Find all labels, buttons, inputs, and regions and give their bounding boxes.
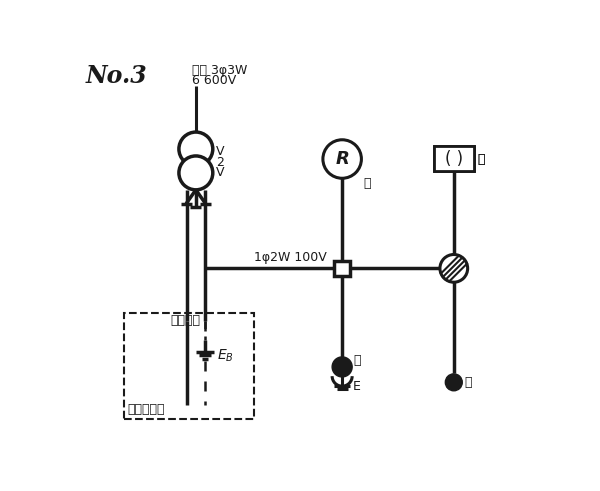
- Text: 2: 2: [216, 156, 224, 168]
- Bar: [434, 146, 474, 171]
- Text: ( ): ( ): [445, 150, 463, 168]
- Bar: [434, 146, 474, 171]
- Text: V: V: [216, 166, 224, 179]
- Text: ロ: ロ: [354, 355, 361, 367]
- Text: イ: イ: [464, 376, 472, 389]
- Circle shape: [323, 140, 361, 178]
- Text: 他の負荷へ: 他の負荷へ: [127, 403, 165, 416]
- Text: $E_B$: $E_B$: [217, 347, 233, 363]
- Circle shape: [179, 132, 213, 166]
- Text: 電源 3φ3W: 電源 3φ3W: [192, 64, 247, 77]
- Text: 1φ2W 100V: 1φ2W 100V: [254, 251, 326, 264]
- Circle shape: [179, 156, 213, 190]
- Text: 施工省略: 施工省略: [170, 314, 200, 327]
- Circle shape: [332, 357, 352, 377]
- Text: ロ: ロ: [477, 153, 484, 165]
- Text: R: R: [335, 150, 349, 168]
- Circle shape: [440, 254, 467, 282]
- Bar: [334, 261, 350, 276]
- Text: V: V: [216, 145, 224, 158]
- Text: イ: イ: [364, 177, 371, 190]
- Text: 6 600V: 6 600V: [192, 74, 236, 87]
- Text: E: E: [353, 380, 361, 393]
- Text: ( ): ( ): [445, 150, 463, 168]
- Text: ロ: ロ: [477, 153, 484, 165]
- Bar: [124, 313, 254, 419]
- Text: No.3: No.3: [86, 64, 148, 88]
- Circle shape: [445, 374, 462, 391]
